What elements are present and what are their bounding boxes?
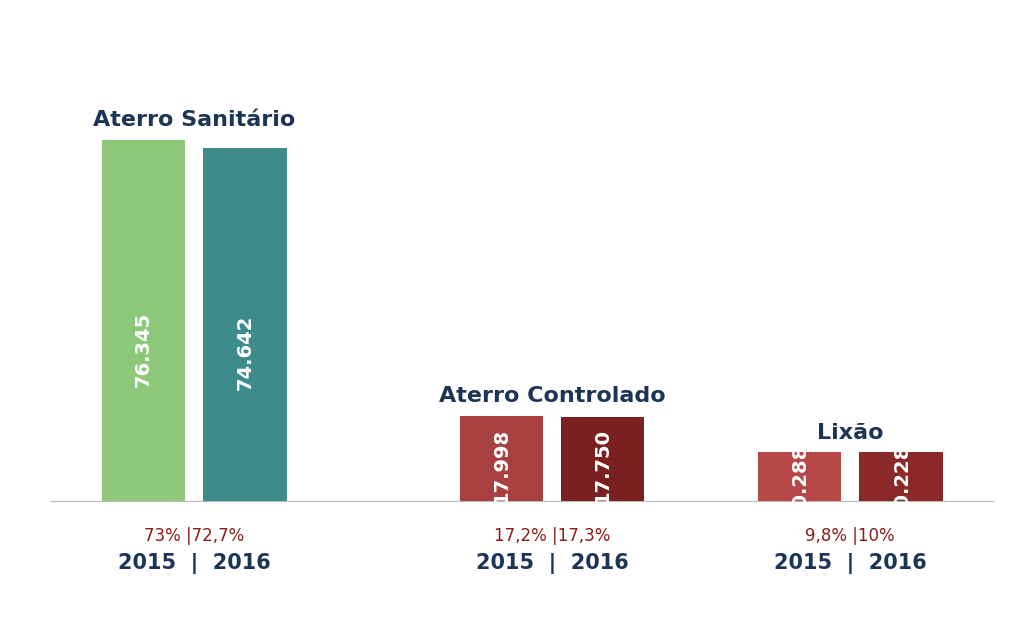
Text: 76.345: 76.345 <box>134 312 154 387</box>
Text: 73% |72,7%: 73% |72,7% <box>144 527 245 545</box>
Text: 2015  |  2016: 2015 | 2016 <box>774 553 927 574</box>
Text: 17.750: 17.750 <box>593 428 612 503</box>
Text: Lixão: Lixão <box>817 423 884 443</box>
Bar <box>203 148 287 501</box>
Text: Aterro Sanitário: Aterro Sanitário <box>93 110 296 130</box>
Text: 9,8% |10%: 9,8% |10% <box>805 527 895 545</box>
Text: Aterro Controlado: Aterro Controlado <box>438 386 666 406</box>
Bar <box>101 140 185 501</box>
Text: 17.998: 17.998 <box>492 428 511 503</box>
Text: 10.288: 10.288 <box>790 443 809 518</box>
Bar <box>859 453 943 501</box>
Text: 17,2% |17,3%: 17,2% |17,3% <box>494 527 610 545</box>
Bar <box>460 416 543 501</box>
Bar <box>561 417 644 501</box>
Text: 74.642: 74.642 <box>236 315 255 390</box>
Text: 2015  |  2016: 2015 | 2016 <box>118 553 270 574</box>
Text: 2015  |  2016: 2015 | 2016 <box>476 553 629 574</box>
Bar <box>758 452 842 501</box>
Text: 10.228: 10.228 <box>891 443 910 518</box>
